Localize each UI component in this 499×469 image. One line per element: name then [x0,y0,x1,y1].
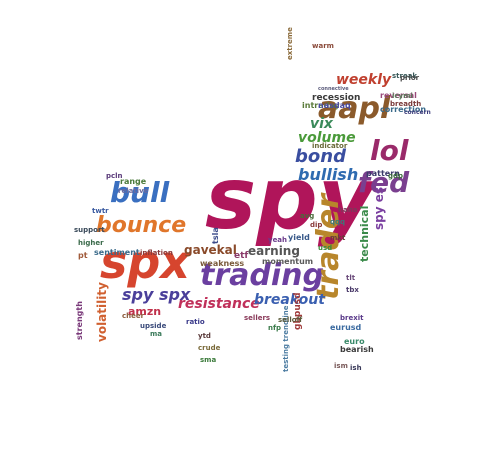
word-warm: warm [312,42,334,50]
word-eurusd: eurusd [330,323,362,332]
word-dip: dip [310,221,322,229]
word-indicator: indicator [312,142,348,150]
word-weakness: weakness [200,259,244,268]
word-selloff: selloff [278,316,303,324]
word-cheer: cheer [122,312,145,320]
word-pcln: pcln [106,172,123,180]
word-bounce: bounce [96,213,186,238]
word-etf: etf [234,251,248,261]
word-concern: concern [404,109,431,116]
word-streak: streak [392,72,417,80]
word-bearish: bearish [340,345,374,354]
word-extreme: extreme [286,27,294,60]
word-upside: upside [140,322,167,330]
word-spy-spx: spy spx [122,285,191,304]
word-testing-trendline: testing trendline [282,305,290,372]
word-tbx: tbx [346,286,359,294]
word-spx: spx [100,235,191,289]
word-bull: bull [110,176,170,209]
word-intraday: intraday [302,101,340,110]
word-spy: spy [205,149,378,249]
word-lol: lol [370,134,409,167]
word-brexit: brexit [340,314,364,322]
word-sentiment: sentiment [94,248,140,257]
word-twtr: twtr [92,207,109,215]
word-aapl: aapl [318,91,391,126]
word-breadth: breadth [390,100,421,108]
word-mkt: mkt [330,234,346,242]
word-sma: sma [200,356,216,364]
word-connective: connective [318,86,349,92]
word-support: support [74,226,105,234]
word-correction: correction [380,105,426,114]
word-technical: technical [358,206,371,262]
word-ma: ma [150,330,162,338]
word-yeah: yeah [268,236,287,244]
word-ratio: ratio [186,318,205,326]
word-higher: higher [78,239,104,247]
word-trading: trading [200,258,324,293]
word-nasdaq: nasdaq [318,101,351,110]
word-strength: strength [75,301,84,340]
word-ism: ism [334,362,348,370]
word-pt: pt [78,251,88,260]
word-haha: haha [338,206,358,214]
word-gdp: gdp [388,172,403,180]
word-tsla: tsla [211,227,220,244]
word-qqq: qqq [330,218,345,226]
word-inflation: inflation [140,249,173,257]
word-prior: prior [400,74,420,82]
word-crude: crude [198,344,221,352]
word-breakout: breakout [254,292,326,308]
word-volume: volume [298,130,356,146]
word-gbpusd: gbpusd [293,292,303,330]
word-range: range [120,177,147,186]
word-earning: earning [248,244,300,258]
word-sellers: sellers [244,314,270,322]
word-usd: usd [318,244,332,252]
word-pattern: pattern [366,169,400,178]
word-bond: bond [295,146,347,167]
word-ytd: ytd [198,332,211,340]
word-icymi: icymi [392,92,413,100]
word-tlt: tlt [346,274,356,282]
bull-silhouette [72,28,420,390]
word-euro: euro [344,337,365,346]
word-momentum: momentum [262,257,313,266]
word-volatility: volatility [95,282,109,342]
word-reversal: reversal [380,91,417,100]
word-resistance: resistance [178,296,260,312]
word-ish: ish [350,364,362,372]
word-relative: relative [118,187,149,195]
word-spy-es: spy es [372,187,386,230]
word-recession: recession [312,93,360,103]
word-fed: fed [358,166,410,199]
word-bullish: bullish [298,165,358,184]
word-yield: yield [288,233,310,242]
word-amzn: amzn [128,305,161,318]
word-gavekal: gavekal [184,243,237,257]
word-trader: trader [311,192,346,300]
word-avg: avg [300,212,314,220]
word-vix: vix [310,116,334,132]
word-weekly: weekly [336,72,392,88]
word-nfp: nfp [268,324,281,332]
